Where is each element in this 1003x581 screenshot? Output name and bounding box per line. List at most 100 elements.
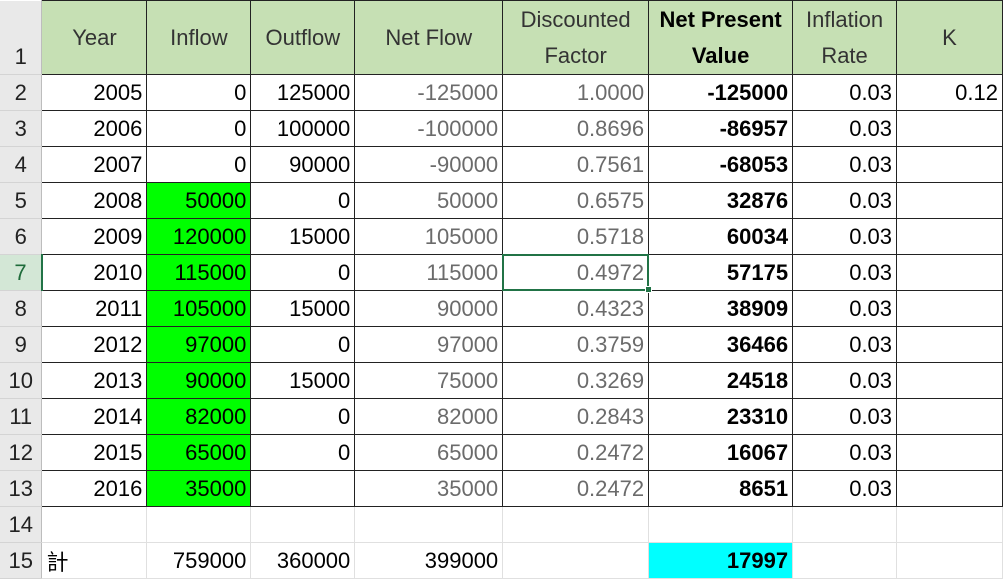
row-header[interactable]: 3 (0, 110, 43, 147)
cell-net-present-value[interactable]: 32876 (648, 182, 794, 219)
cell-k[interactable] (896, 254, 1003, 291)
total-net-flow[interactable]: 399000 (354, 542, 504, 579)
header-discounted-factor[interactable]: Discounted Factor (502, 0, 650, 75)
cell-net-flow[interactable]: 115000 (354, 254, 504, 291)
cell-outflow[interactable]: 100000 (250, 110, 356, 147)
cell-net-flow[interactable]: -90000 (354, 146, 504, 183)
empty-cell[interactable] (41, 506, 148, 543)
cell-outflow[interactable]: 0 (250, 254, 356, 291)
cell-net-present-value[interactable]: -86957 (648, 110, 794, 147)
cell-inflation-rate[interactable]: 0.03 (792, 110, 898, 147)
cell-net-present-value[interactable]: 38909 (648, 290, 794, 327)
cell-inflation-rate[interactable]: 0.03 (792, 326, 898, 363)
cell-outflow[interactable] (250, 470, 356, 507)
total-inflow[interactable]: 759000 (146, 542, 252, 579)
cell-year[interactable]: 2005 (41, 74, 148, 111)
cell-year[interactable]: 2007 (41, 146, 148, 183)
empty-cell[interactable] (146, 506, 252, 543)
cell-discounted-factor[interactable]: 0.6575 (502, 182, 650, 219)
cell-inflow[interactable]: 82000 (146, 398, 252, 435)
row-header[interactable]: 15 (0, 542, 43, 579)
cell-k[interactable] (896, 182, 1003, 219)
header-year[interactable]: Year (41, 0, 148, 75)
cell-net-present-value[interactable]: 8651 (648, 470, 794, 507)
row-header[interactable]: 10 (0, 362, 43, 399)
cell-inflation-rate[interactable]: 0.03 (792, 254, 898, 291)
row-header[interactable]: 13 (0, 470, 43, 507)
cell-discounted-factor[interactable]: 0.7561 (502, 146, 650, 183)
row-header[interactable]: 12 (0, 434, 43, 471)
cell-year[interactable]: 2015 (41, 434, 148, 471)
cell-year[interactable]: 2010 (41, 254, 148, 291)
cell-k[interactable] (896, 146, 1003, 183)
row-header[interactable]: 8 (0, 290, 43, 327)
cell-inflation-rate[interactable]: 0.03 (792, 146, 898, 183)
cell-discounted-factor[interactable]: 0.4972 (502, 254, 650, 291)
cell-outflow[interactable]: 15000 (250, 362, 356, 399)
cell-outflow[interactable]: 15000 (250, 290, 356, 327)
cell-outflow[interactable]: 15000 (250, 218, 356, 255)
cell-discounted-factor[interactable]: 0.3269 (502, 362, 650, 399)
cell-inflow[interactable]: 115000 (146, 254, 252, 291)
cell-outflow[interactable]: 0 (250, 182, 356, 219)
cell-discounted-factor[interactable]: 0.5718 (502, 218, 650, 255)
cell-year[interactable]: 2011 (41, 290, 148, 327)
cell-year[interactable]: 2009 (41, 218, 148, 255)
cell-inflation-rate[interactable]: 0.03 (792, 470, 898, 507)
empty-cell[interactable] (792, 506, 898, 543)
cell-k[interactable] (896, 362, 1003, 399)
cell-net-flow[interactable]: 90000 (354, 290, 504, 327)
cell-outflow[interactable]: 0 (250, 398, 356, 435)
cell-discounted-factor[interactable]: 0.2472 (502, 470, 650, 507)
header-net-present-value[interactable]: Net Present Value (648, 0, 794, 75)
cell-inflation-rate[interactable]: 0.03 (792, 218, 898, 255)
cell-inflow[interactable]: 120000 (146, 218, 252, 255)
fill-handle[interactable] (645, 286, 652, 293)
cell-inflow[interactable]: 105000 (146, 290, 252, 327)
cell-year[interactable]: 2012 (41, 326, 148, 363)
cell-inflow[interactable]: 0 (146, 146, 252, 183)
cell-net-flow[interactable]: -100000 (354, 110, 504, 147)
cell-year[interactable]: 2014 (41, 398, 148, 435)
cell-inflow[interactable]: 90000 (146, 362, 252, 399)
cell-net-present-value[interactable]: -68053 (648, 146, 794, 183)
cell-net-flow[interactable]: 50000 (354, 182, 504, 219)
row-header[interactable]: 11 (0, 398, 43, 435)
empty-cell[interactable] (250, 506, 356, 543)
cell-outflow[interactable]: 0 (250, 326, 356, 363)
cell-outflow[interactable]: 90000 (250, 146, 356, 183)
empty-cell[interactable] (896, 506, 1003, 543)
cell-inflow[interactable]: 50000 (146, 182, 252, 219)
header-outflow[interactable]: Outflow (250, 0, 356, 75)
cell-net-flow[interactable]: 97000 (354, 326, 504, 363)
cell-k[interactable] (896, 290, 1003, 327)
row-header[interactable]: 7 (0, 254, 43, 291)
cell-discounted-factor[interactable]: 0.2843 (502, 398, 650, 435)
cell-net-flow[interactable]: -125000 (354, 74, 504, 111)
cell-discounted-factor[interactable]: 0.4323 (502, 290, 650, 327)
cell-k[interactable] (896, 326, 1003, 363)
cell-discounted-factor[interactable]: 0.8696 (502, 110, 650, 147)
cell-discounted-factor[interactable]: 0.3759 (502, 326, 650, 363)
header-net-flow[interactable]: Net Flow (354, 0, 504, 75)
row-header[interactable]: 5 (0, 182, 43, 219)
cell-inflation-rate[interactable]: 0.03 (792, 290, 898, 327)
empty-cell[interactable] (502, 506, 650, 543)
cell-inflation-rate[interactable]: 0.03 (792, 362, 898, 399)
empty-cell[interactable] (648, 506, 794, 543)
cell-year[interactable]: 2008 (41, 182, 148, 219)
cell-net-present-value[interactable]: 24518 (648, 362, 794, 399)
cell-inflation-rate[interactable]: 0.03 (792, 74, 898, 111)
cell-year[interactable]: 2006 (41, 110, 148, 147)
total-outflow[interactable]: 360000 (250, 542, 356, 579)
cell-k[interactable]: 0.12 (896, 74, 1003, 111)
cell-net-present-value[interactable]: 36466 (648, 326, 794, 363)
total-net-present-value[interactable]: 17997 (648, 542, 794, 579)
cell-inflow[interactable]: 0 (146, 74, 252, 111)
cell-net-flow[interactable]: 105000 (354, 218, 504, 255)
cell-k[interactable] (896, 470, 1003, 507)
cell-net-present-value[interactable]: -125000 (648, 74, 794, 111)
cell-net-present-value[interactable]: 60034 (648, 218, 794, 255)
row-header[interactable]: 14 (0, 506, 43, 543)
cell-inflation-rate[interactable]: 0.03 (792, 434, 898, 471)
